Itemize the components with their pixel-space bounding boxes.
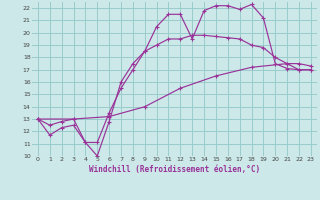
X-axis label: Windchill (Refroidissement éolien,°C): Windchill (Refroidissement éolien,°C): [89, 165, 260, 174]
